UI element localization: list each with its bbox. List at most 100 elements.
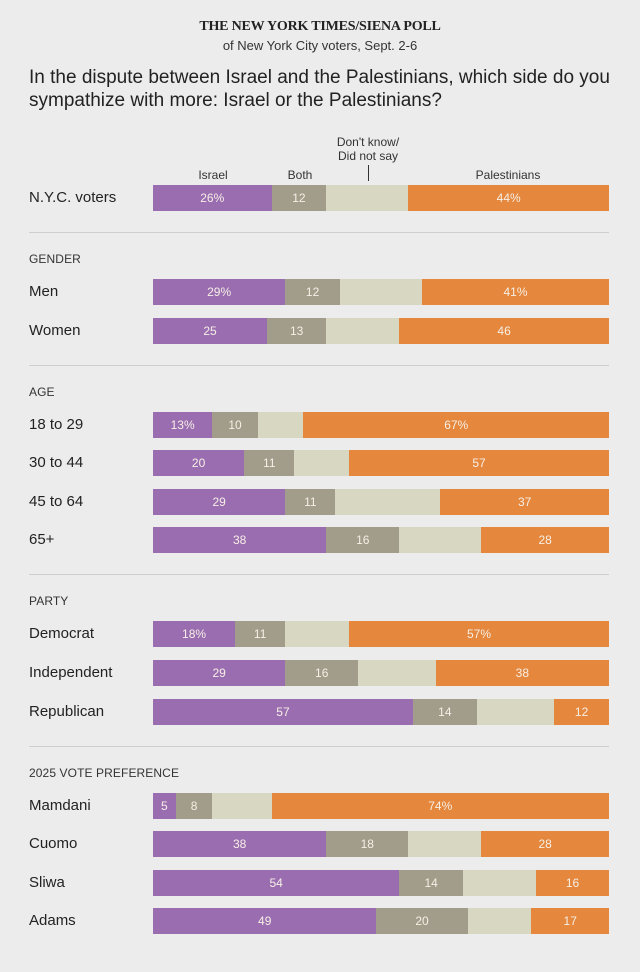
data-label: 14 xyxy=(424,875,438,890)
data-label: 20 xyxy=(415,914,429,929)
row-label: N.Y.C. voters xyxy=(29,189,117,206)
dont-know-segment xyxy=(476,698,555,725)
row-label: Women xyxy=(29,321,81,339)
survey-question: In the dispute between Israel and the Pa… xyxy=(29,67,610,111)
row-label: 18 to 29 xyxy=(29,415,84,433)
data-label: 46 xyxy=(497,323,511,338)
data-label: 57 xyxy=(276,704,290,719)
dont-know-segment xyxy=(294,450,350,477)
legend-dont-know-line1: Don't know/ xyxy=(336,135,400,149)
section-divider xyxy=(29,745,609,747)
israel-segment: 13% xyxy=(153,411,213,438)
legend-palestinians: Palestinians xyxy=(475,168,541,182)
israel-segment: 29 xyxy=(153,660,286,686)
section-title: GENDER xyxy=(29,252,81,266)
row-label: 65+ xyxy=(29,531,55,549)
data-label: 26% xyxy=(200,191,225,205)
dont-know-segment xyxy=(467,908,532,935)
data-label: 18% xyxy=(182,627,207,642)
data-label: 13% xyxy=(170,417,195,432)
dont-know-segment xyxy=(212,792,272,819)
data-label: 57 xyxy=(472,456,486,471)
stacked-bar: 18% 11 57% xyxy=(153,621,609,648)
both-segment: 10 xyxy=(212,411,258,438)
stacked-bar: 29% 12 41% xyxy=(153,279,609,305)
palestinians-segment: 12 xyxy=(554,698,609,725)
data-label: 11 xyxy=(263,456,276,471)
data-label: 41% xyxy=(503,285,528,299)
palestinians-segment: 57% xyxy=(349,621,609,648)
israel-segment: 38 xyxy=(153,527,327,554)
data-label: 28 xyxy=(538,533,552,548)
data-label: 29 xyxy=(212,494,226,509)
legend-dont-know-line2: Did not say xyxy=(337,149,399,163)
stacked-bar: 5 8 74% xyxy=(153,792,609,819)
palestinians-segment: 28 xyxy=(481,527,609,554)
data-label: 44% xyxy=(496,191,521,205)
section-title: AGE xyxy=(29,384,55,399)
both-segment: 20 xyxy=(376,908,468,935)
dont-know-segment xyxy=(358,660,436,686)
data-label: 16 xyxy=(565,875,580,890)
data-label: 17 xyxy=(563,914,577,929)
dont-know-segment xyxy=(408,831,482,858)
both-segment: 11 xyxy=(285,488,336,515)
palestinians-segment: 44% xyxy=(408,185,609,211)
data-label: 28 xyxy=(538,837,552,852)
data-label: 25 xyxy=(203,323,217,338)
data-label: 67% xyxy=(444,417,469,432)
data-label: 12 xyxy=(292,191,306,205)
row-label: Democrat xyxy=(29,625,95,643)
data-label: 29% xyxy=(207,285,232,299)
row-label: Independent xyxy=(29,664,113,681)
legend-dont-know: Don't know/ Did not say xyxy=(318,135,418,163)
data-label: 12 xyxy=(574,704,589,719)
both-segment: 8 xyxy=(175,792,213,819)
dont-know-segment xyxy=(257,411,304,438)
data-label: 74% xyxy=(428,798,453,813)
data-label: 12 xyxy=(305,285,320,299)
palestinians-segment: 28 xyxy=(481,831,609,858)
row-label: 30 to 44 xyxy=(29,454,84,472)
dont-know-segment xyxy=(285,621,350,648)
row-label: Mamdani xyxy=(29,796,91,814)
legend-israel: Israel xyxy=(198,168,228,182)
data-label: 5 xyxy=(161,798,168,813)
israel-segment: 29 xyxy=(153,488,286,515)
data-label: 11 xyxy=(304,494,317,509)
israel-segment: 25 xyxy=(153,317,267,344)
data-label: 49 xyxy=(258,914,272,929)
poll-title: THE NEW YORK TIMES/SIENA POLL xyxy=(199,19,441,34)
stacked-bar: 38 16 28 xyxy=(153,527,609,554)
data-label: 16 xyxy=(356,533,370,548)
both-segment: 14 xyxy=(412,698,477,725)
israel-segment: 38 xyxy=(153,831,327,858)
data-label: 14 xyxy=(438,704,452,719)
palestinians-segment: 57 xyxy=(349,450,609,477)
both-segment: 14 xyxy=(399,869,464,896)
data-label: 18 xyxy=(360,837,374,852)
palestinians-segment: 38 xyxy=(435,660,609,686)
palestinians-segment: 17 xyxy=(531,908,609,935)
dont-know-segment xyxy=(326,185,409,211)
row-label: Sliwa xyxy=(29,873,65,891)
data-label: 20 xyxy=(191,456,206,471)
stacked-bar: 38 18 28 xyxy=(153,831,609,858)
both-segment: 13 xyxy=(267,317,327,344)
section-divider xyxy=(29,364,609,366)
both-segment: 11 xyxy=(244,450,295,477)
israel-segment: 54 xyxy=(153,869,400,896)
stacked-bar: 54 14 16 xyxy=(153,869,609,896)
both-segment: 18 xyxy=(326,831,409,858)
section-divider xyxy=(29,232,609,233)
dont-know-segment xyxy=(339,279,423,305)
dont-know-segment xyxy=(399,527,482,554)
israel-segment: 57 xyxy=(153,698,413,725)
israel-segment: 49 xyxy=(153,908,377,935)
legend-both: Both xyxy=(287,168,313,182)
stacked-bar: 26% 12 44% xyxy=(153,185,609,211)
row-label: Cuomo xyxy=(29,835,78,853)
dont-know-segment xyxy=(335,488,441,515)
stacked-bar: 57 14 12 xyxy=(153,698,609,725)
israel-segment: 29% xyxy=(153,279,286,305)
